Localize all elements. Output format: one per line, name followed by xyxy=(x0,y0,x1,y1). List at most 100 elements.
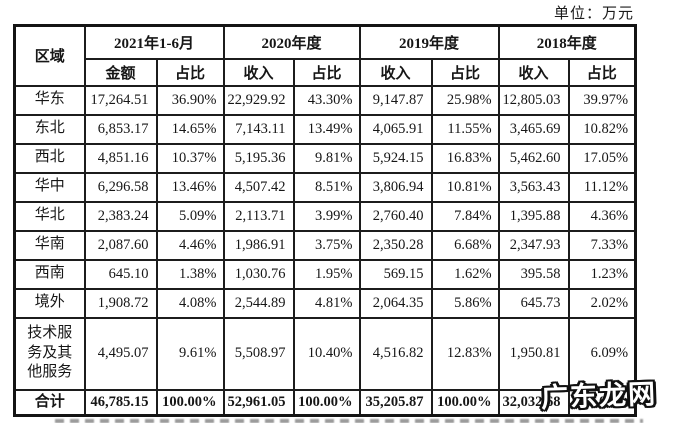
region-cell: 华北 xyxy=(13,200,86,232)
amount-cell: 569.15 xyxy=(358,258,433,290)
ratio-cell: 13.49% xyxy=(292,113,361,145)
ratio-cell: 6.09% xyxy=(567,316,637,391)
amount-cell: 32,032.68 xyxy=(497,388,570,417)
ratio-cell: 17.05% xyxy=(567,142,637,174)
amount-cell: 3,465.69 xyxy=(497,113,570,145)
ratio-cell: 43.30% xyxy=(292,84,361,116)
amount-cell: 3,563.43 xyxy=(497,171,570,203)
ratio-cell: 4.46% xyxy=(155,229,225,261)
ratio-cell: 36.90% xyxy=(155,84,225,116)
amount-cell: 22,929.92 xyxy=(222,84,295,116)
amount-cell: 2,113.71 xyxy=(222,200,295,232)
header-sub-row: 金额 占比 收入 占比 收入 占比 收入 占比 xyxy=(15,57,637,87)
table-row: 华东 17,264.51 36.90% 22,929.92 43.30% 9,147.87… xyxy=(13,84,637,116)
ratio-cell: 100.00% xyxy=(567,388,637,417)
amount-cell: 1,908.72 xyxy=(83,287,158,319)
table-row: 西南 645.10 1.38% 1,030.76 1.95% 569.15 1.62% 395… xyxy=(13,258,637,290)
amount-cell: 2,760.40 xyxy=(358,200,433,232)
ratio-cell: 8.51% xyxy=(292,171,361,203)
ratio-cell: 6.68% xyxy=(430,229,500,261)
ratio-cell: 4.08% xyxy=(155,287,225,319)
amount-cell: 52,961.05 xyxy=(222,388,295,417)
amount-cell: 2,350.28 xyxy=(358,229,433,261)
col-header-income-2018: 收入 xyxy=(497,57,570,87)
region-cell: 西南 xyxy=(13,258,86,290)
ratio-cell: 7.84% xyxy=(430,200,500,232)
col-group-2018: 2018年度 xyxy=(497,24,637,60)
ratio-cell: 9.81% xyxy=(292,142,361,174)
table-row: 技术服务及其他服务 4,495.07 9.61% 5,508.97 10.40% 4,51… xyxy=(13,316,637,391)
ratio-cell: 14.65% xyxy=(155,113,225,145)
ratio-cell: 10.40% xyxy=(292,316,361,391)
ratio-cell: 2.02% xyxy=(567,287,637,319)
amount-cell: 3,806.94 xyxy=(358,171,433,203)
regional-revenue-table: 区域 2021年1-6月 2020年度 2019年度 2018年度 金额 占比 … xyxy=(13,24,638,417)
amount-cell: 9,147.87 xyxy=(358,84,433,116)
col-header-income-2019: 收入 xyxy=(358,57,433,87)
ratio-cell: 1.95% xyxy=(292,258,361,290)
ratio-cell: 7.33% xyxy=(567,229,637,261)
amount-cell: 4,065.91 xyxy=(358,113,433,145)
region-cell: 华中 xyxy=(13,171,86,203)
col-header-region: 区域 xyxy=(13,24,86,87)
ratio-cell: 11.55% xyxy=(430,113,500,145)
ratio-cell: 100.00% xyxy=(292,388,361,417)
ratio-cell: 12.83% xyxy=(430,316,500,391)
amount-cell: 1,395.88 xyxy=(497,200,570,232)
region-cell: 技术服务及其他服务 xyxy=(13,316,86,391)
ratio-cell: 100.00% xyxy=(155,388,225,417)
ratio-cell: 10.81% xyxy=(430,171,500,203)
region-cell: 华南 xyxy=(13,229,86,261)
cutoff-text-strip xyxy=(55,419,643,423)
col-header-income-2020: 收入 xyxy=(222,57,295,87)
table-row: 西北 4,851.16 10.37% 5,195.36 9.81% 5,924.15 16.… xyxy=(13,142,637,174)
header-group-row: 区域 2021年1-6月 2020年度 2019年度 2018年度 xyxy=(13,24,637,87)
ratio-cell: 1.62% xyxy=(430,258,500,290)
ratio-cell: 5.86% xyxy=(430,287,500,319)
ratio-cell: 100.00% xyxy=(430,388,500,417)
amount-cell: 1,030.76 xyxy=(222,258,295,290)
ratio-cell: 3.99% xyxy=(292,200,361,232)
amount-cell: 46,785.15 xyxy=(83,388,158,417)
table-row: 华北 2,383.24 5.09% 2,113.71 3.99% 2,760.40 7.84… xyxy=(13,200,637,232)
col-group-2019: 2019年度 xyxy=(358,24,500,60)
col-group-2021h1: 2021年1-6月 xyxy=(83,24,225,60)
ratio-cell: 4.81% xyxy=(292,287,361,319)
amount-cell: 4,507.42 xyxy=(222,171,295,203)
region-cell: 西北 xyxy=(13,142,86,174)
amount-cell: 7,143.11 xyxy=(222,113,295,145)
amount-cell: 5,924.15 xyxy=(358,142,433,174)
unit-label: 单位：万元 xyxy=(553,6,634,22)
amount-cell: 12,805.03 xyxy=(497,84,570,116)
amount-cell: 2,347.93 xyxy=(497,229,570,261)
ratio-cell: 1.23% xyxy=(567,258,637,290)
region-cell: 合计 xyxy=(13,388,86,417)
ratio-cell: 39.97% xyxy=(567,84,637,116)
region-cell: 华东 xyxy=(13,84,86,116)
amount-cell: 2,064.35 xyxy=(358,287,433,319)
amount-cell: 1,950.81 xyxy=(497,316,570,391)
amount-cell: 6,296.58 xyxy=(83,171,158,203)
amount-cell: 5,508.97 xyxy=(222,316,295,391)
amount-cell: 4,516.82 xyxy=(358,316,433,391)
col-header-amount-2021: 金额 xyxy=(83,57,158,87)
ratio-cell: 9.61% xyxy=(155,316,225,391)
ratio-cell: 11.12% xyxy=(567,171,637,203)
ratio-cell: 16.83% xyxy=(430,142,500,174)
table-row: 东北 6,853.17 14.65% 7,143.11 13.49% 4,065.91 11… xyxy=(13,113,637,145)
amount-cell: 645.10 xyxy=(83,258,158,290)
col-group-2020: 2020年度 xyxy=(222,24,361,60)
amount-cell: 35,205.87 xyxy=(358,388,433,417)
amount-cell: 2,383.24 xyxy=(83,200,158,232)
total-row: 合计 46,785.15 100.00% 52,961.05 100.00% 35,205… xyxy=(13,388,637,417)
table-row: 境外 1,908.72 4.08% 2,544.89 4.81% 2,064.35 5.86… xyxy=(13,287,637,319)
region-cell: 境外 xyxy=(13,287,86,319)
amount-cell: 5,462.60 xyxy=(497,142,570,174)
amount-cell: 4,851.16 xyxy=(83,142,158,174)
ratio-cell: 25.98% xyxy=(430,84,500,116)
table-body: 华东 17,264.51 36.90% 22,929.92 43.30% 9,147.87… xyxy=(13,84,637,417)
amount-cell: 17,264.51 xyxy=(83,84,158,116)
col-header-ratio-2019: 占比 xyxy=(430,57,500,87)
ratio-cell: 13.46% xyxy=(155,171,225,203)
